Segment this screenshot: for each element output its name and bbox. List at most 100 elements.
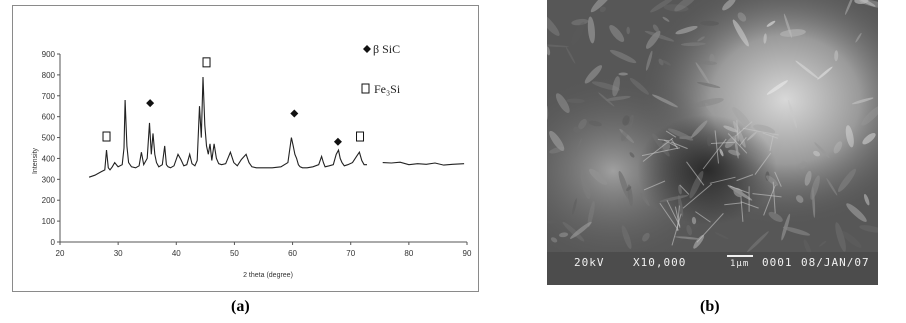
- crystal-flake: [650, 0, 675, 13]
- crystal-flake: [697, 81, 721, 89]
- crystal-flake: [612, 76, 620, 97]
- crystal-flake: [562, 221, 585, 242]
- crystal-flake: [571, 18, 589, 26]
- needle-crystal: [659, 202, 679, 231]
- needle-crystal: [740, 201, 759, 209]
- crystal-flake: [693, 234, 705, 249]
- sem-micrograph-panel: 20kV X10,000 1μm 0001 08/JAN/07: [547, 0, 878, 285]
- needle-crystal: [752, 193, 782, 198]
- y-tick-label: 900: [42, 50, 56, 59]
- needle-crystal: [762, 132, 779, 139]
- crystal-flake: [779, 29, 806, 37]
- y-tick-label: 300: [42, 175, 56, 184]
- crystal-flake: [709, 53, 715, 64]
- y-tick-label: 0: [51, 238, 56, 247]
- crystal-flake: [645, 50, 653, 71]
- crystal-flake: [766, 80, 788, 95]
- crystal-flake: [737, 12, 747, 22]
- needle-crystal: [665, 130, 677, 138]
- crystal-flake: [573, 126, 581, 134]
- crystal-flake: [861, 105, 878, 126]
- crystal-flake: [804, 170, 812, 186]
- crystal-flake: [781, 213, 791, 241]
- needle-crystal: [702, 138, 727, 170]
- chart-series: [88, 76, 465, 178]
- caption-b: (b): [700, 298, 720, 315]
- needle-crystal: [772, 181, 776, 214]
- crystal-flake: [691, 216, 697, 225]
- crystal-flake: [609, 49, 637, 64]
- peak-markers: [102, 57, 365, 146]
- crystal-flake: [578, 118, 587, 130]
- crystal-flake: [765, 171, 770, 181]
- crystal-flake: [763, 33, 767, 44]
- crystal-flake: [559, 232, 569, 238]
- needle-crystal: [657, 138, 669, 142]
- legend-diamond-icon: [363, 45, 371, 53]
- x-tick-label: 70: [346, 249, 355, 258]
- legend-square-icon: [361, 83, 370, 94]
- needle-crystal: [709, 176, 736, 184]
- x-tick-label: 50: [230, 249, 239, 258]
- crystal-flake: [652, 94, 678, 108]
- crystal-flake: [768, 211, 783, 222]
- crystal-flake: [833, 141, 843, 154]
- crystal-flake: [697, 60, 718, 65]
- crystal-flake: [629, 77, 649, 95]
- needle-crystal: [736, 174, 754, 182]
- x-tick-label: 40: [172, 249, 181, 258]
- crystal-flake: [589, 168, 608, 185]
- crystal-flake: [714, 232, 729, 240]
- needle-crystal: [670, 141, 688, 150]
- crystal-flake: [747, 131, 757, 141]
- crystal-flake: [681, 42, 706, 47]
- y-tick-label: 600: [42, 113, 56, 122]
- crystal-flake: [697, 36, 705, 42]
- fe3si-peak-square-icon: [202, 57, 211, 68]
- x-tick-label: 80: [404, 249, 413, 258]
- crystal-flake: [547, 219, 566, 224]
- crystal-flake: [659, 195, 689, 202]
- sic-peak-diamond-icon: [146, 99, 155, 108]
- crystal-flake: [723, 125, 738, 133]
- fe3si-peak-square-icon: [102, 131, 111, 142]
- sic-peak-diamond-icon: [333, 137, 342, 146]
- crystal-flake: [732, 19, 749, 47]
- crystal-flake: [645, 30, 661, 49]
- crystal-flake: [817, 66, 833, 80]
- crystal-flake: [549, 130, 565, 151]
- crystal-flake: [658, 58, 664, 66]
- y-axis-title: Intensity: [32, 147, 39, 174]
- needle-crystal: [663, 139, 678, 148]
- crystal-flake: [605, 95, 631, 101]
- y-tick-label: 500: [42, 134, 56, 143]
- crystal-flake: [855, 32, 862, 43]
- crystal-flake: [706, 134, 712, 147]
- needle-crystal: [674, 206, 681, 228]
- crystal-flake: [782, 226, 811, 236]
- needle-crystal: [736, 120, 739, 142]
- crystal-flake: [566, 98, 585, 104]
- xrd-chart: 0 100 200 300 400 500 600 700 800 900 20 30 40 50 60 70…: [32, 42, 472, 279]
- crystal-flake: [841, 231, 862, 248]
- needle-crystal: [671, 213, 682, 246]
- crystal-flake: [652, 24, 659, 32]
- crystal-flake: [621, 114, 634, 142]
- crystal-flake: [788, 100, 797, 129]
- crystal-flake: [863, 194, 870, 206]
- crystal-flake: [674, 0, 697, 12]
- crystal-flake: [572, 198, 577, 215]
- crystal-flake: [570, 221, 592, 239]
- crystal-flake: [587, 200, 595, 228]
- crystal-flake: [599, 6, 606, 13]
- crystal-flake: [619, 128, 635, 144]
- crystal-flake: [725, 135, 738, 149]
- crystal-flake: [675, 25, 698, 35]
- crystal-flake: [862, 132, 876, 145]
- micrograph-texture: [547, 0, 878, 285]
- crystal-flake: [584, 65, 603, 84]
- crystal-flake: [851, 97, 874, 105]
- crystal-flake: [796, 195, 804, 203]
- crystal-flake: [686, 224, 693, 236]
- crystal-flake: [814, 142, 830, 159]
